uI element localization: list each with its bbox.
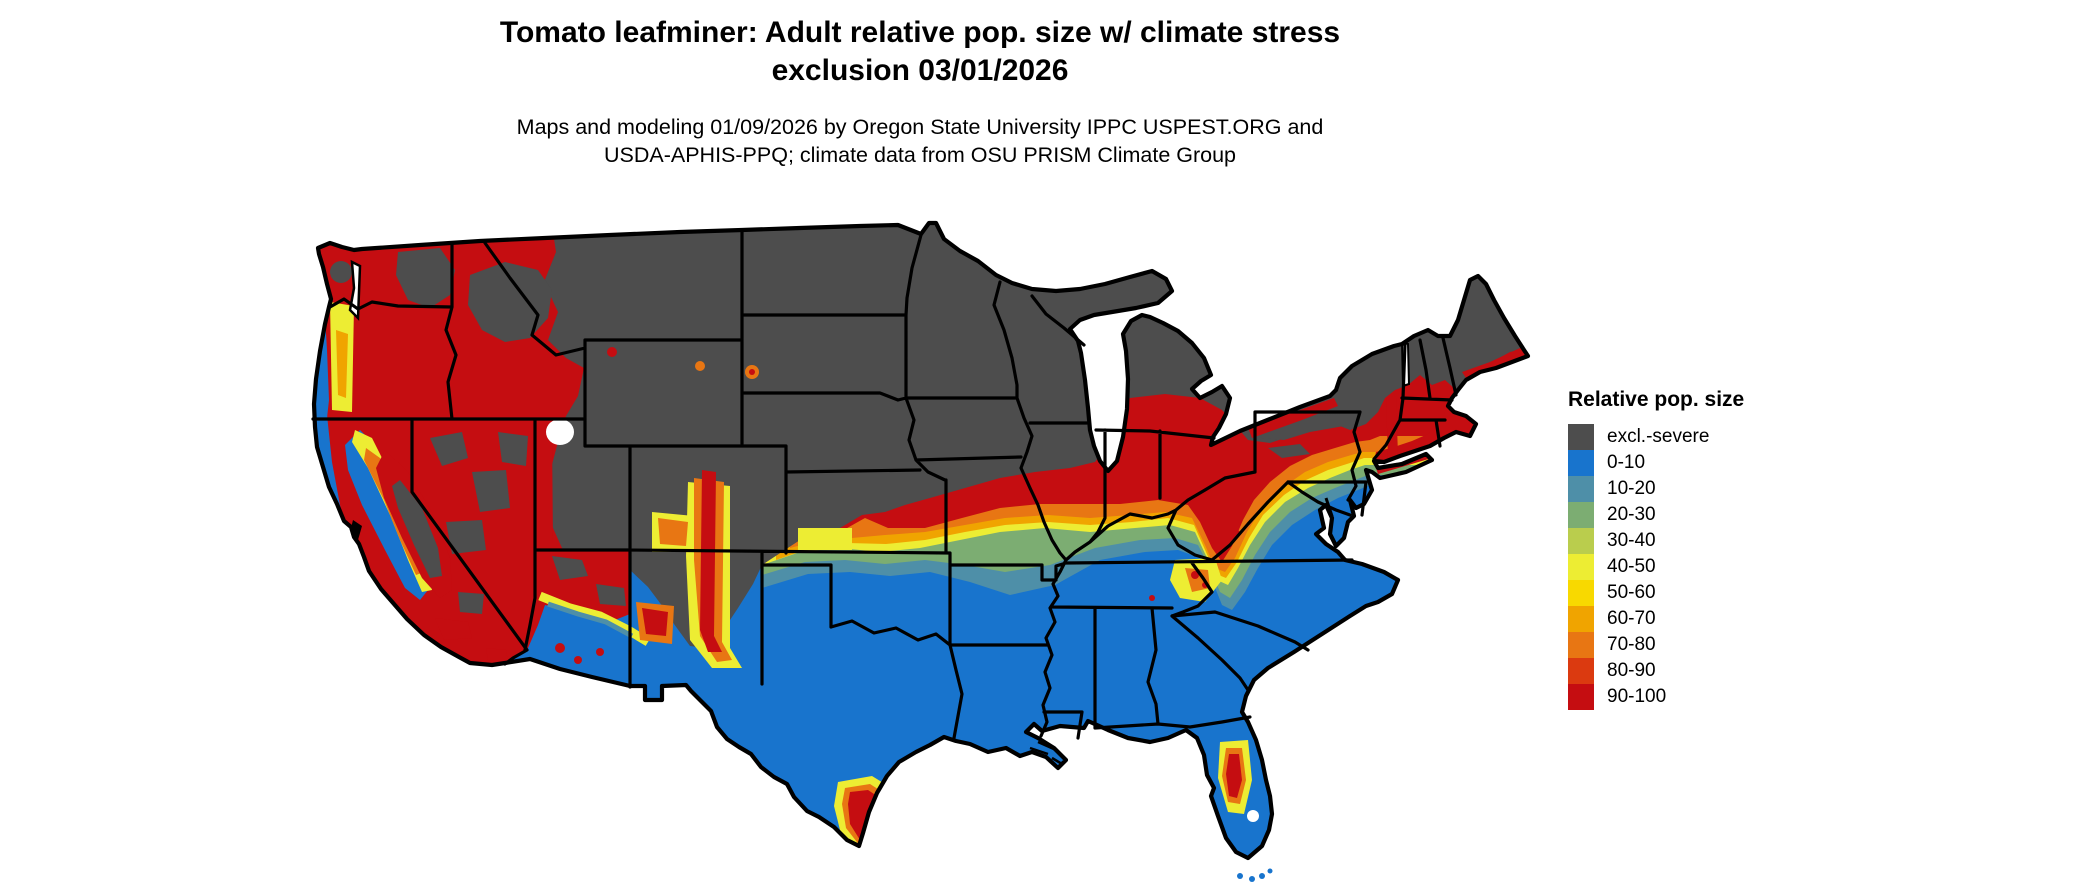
zone-transverse-ranges-red bbox=[435, 618, 508, 662]
legend-item: 20-30 bbox=[1568, 502, 1744, 528]
legend-item: 50-60 bbox=[1568, 580, 1744, 606]
zone-florida-red bbox=[1226, 754, 1242, 798]
title-block: Tomato leafminer: Adult relative pop. si… bbox=[280, 14, 1560, 169]
zone-hudson-valley-red bbox=[1386, 398, 1398, 458]
legend-item: excl.-severe bbox=[1568, 424, 1744, 450]
legend-swatch bbox=[1568, 424, 1594, 450]
page-title-line2: exclusion 03/01/2026 bbox=[771, 54, 1069, 87]
legend-title: Relative pop. size bbox=[1568, 388, 1745, 411]
zone-idaho-mountains-gray bbox=[468, 262, 552, 342]
zone-smokies-red3 bbox=[1149, 595, 1155, 601]
zone-sierra-gray-core bbox=[392, 480, 442, 578]
legend-swatch bbox=[1568, 684, 1594, 710]
lake-okeechobee bbox=[1247, 810, 1259, 822]
legend-item: 0-10 bbox=[1568, 450, 1744, 476]
zone-kansas-yellow-patch bbox=[798, 528, 852, 550]
zone-mogollon-rim-teal bbox=[547, 601, 634, 639]
legend-item: 40-50 bbox=[1568, 554, 1744, 580]
zone-absaroka-red bbox=[607, 347, 617, 357]
legend-item: 30-40 bbox=[1568, 528, 1744, 554]
zone-olympics-gray bbox=[330, 261, 352, 283]
subtitle-line2: USDA-APHIS-PPQ; climate data from OSU PR… bbox=[603, 143, 1237, 167]
legend-item: 10-20 bbox=[1568, 476, 1744, 502]
legend-swatch bbox=[1568, 632, 1594, 658]
florida-keys bbox=[1237, 868, 1273, 882]
legend-swatch bbox=[1568, 580, 1594, 606]
legend-label: excl.-severe bbox=[1607, 426, 1710, 447]
legend-label: 40-50 bbox=[1607, 556, 1656, 577]
zone-nevada-gray-patches bbox=[430, 432, 528, 554]
legend-label: 60-70 bbox=[1607, 608, 1656, 629]
legend-swatch bbox=[1568, 606, 1594, 632]
legend-item: 60-70 bbox=[1568, 606, 1744, 632]
zone-utah-west-red bbox=[535, 428, 553, 545]
map-fill-layers bbox=[314, 223, 1528, 858]
zone-mogollon-gray bbox=[596, 584, 626, 606]
zone-rockies-streak-red bbox=[700, 470, 722, 652]
zone-pennsylvania-gray-patch bbox=[1258, 414, 1344, 440]
us-outline bbox=[311, 220, 1531, 861]
zone-bighorn-orange bbox=[695, 361, 705, 371]
zone-gila-red bbox=[642, 608, 668, 636]
great-salt-lake bbox=[546, 419, 574, 445]
zone-sky-island-red3 bbox=[596, 648, 604, 656]
zone-sky-island-red2 bbox=[574, 656, 582, 664]
legend-swatch bbox=[1568, 476, 1594, 502]
state-borders bbox=[311, 229, 1458, 740]
legend-swatch bbox=[1568, 528, 1594, 554]
zone-erie-shore-red bbox=[1248, 398, 1338, 438]
zone-kaibab-gray bbox=[552, 556, 588, 580]
zone-north-cascades-gray bbox=[396, 248, 455, 308]
zone-coast-range-orange bbox=[336, 330, 348, 398]
legend-label: 70-80 bbox=[1607, 634, 1656, 655]
legend-label: 30-40 bbox=[1607, 530, 1656, 551]
legend-label: 10-20 bbox=[1607, 478, 1656, 499]
legend-label: 80-90 bbox=[1607, 660, 1656, 681]
zone-smokies-red1 bbox=[1191, 571, 1199, 579]
zone-mojave-gray-patch bbox=[458, 592, 484, 614]
legend-label: 0-10 bbox=[1607, 452, 1646, 473]
legend: Relative pop. size excl.-severe 0-10 10-20… bbox=[1568, 388, 1744, 710]
legend-swatch bbox=[1568, 554, 1594, 580]
page-title-line1: Tomato leafminer: Adult relative pop. si… bbox=[499, 16, 1341, 49]
legend-label: 20-30 bbox=[1607, 504, 1656, 525]
legend-swatch bbox=[1568, 658, 1594, 684]
zone-sky-island-red1 bbox=[555, 643, 565, 653]
legend-swatch bbox=[1568, 502, 1594, 528]
legend-item: 70-80 bbox=[1568, 632, 1744, 658]
zone-black-hills-red bbox=[749, 369, 755, 375]
subtitle-line1: Maps and modeling 01/09/2026 by Oregon S… bbox=[516, 115, 1324, 139]
legend-label: 50-60 bbox=[1607, 582, 1656, 603]
legend-item: 80-90 bbox=[1568, 658, 1744, 684]
subtitle-block: Maps and modeling 01/09/2026 by Oregon S… bbox=[280, 113, 1560, 169]
legend-items: excl.-severe 0-10 10-20 20-30 30-40 40-50 50-6… bbox=[1568, 424, 1744, 710]
zone-mogollon-rim-yellow bbox=[538, 591, 651, 646]
legend-label: 90-100 bbox=[1607, 686, 1667, 707]
zone-new-england-coast-red bbox=[1374, 402, 1476, 463]
legend-item: 90-100 bbox=[1568, 684, 1744, 710]
legend-swatch bbox=[1568, 450, 1594, 476]
zone-pennsylvania-gray-patch2 bbox=[1268, 444, 1310, 458]
